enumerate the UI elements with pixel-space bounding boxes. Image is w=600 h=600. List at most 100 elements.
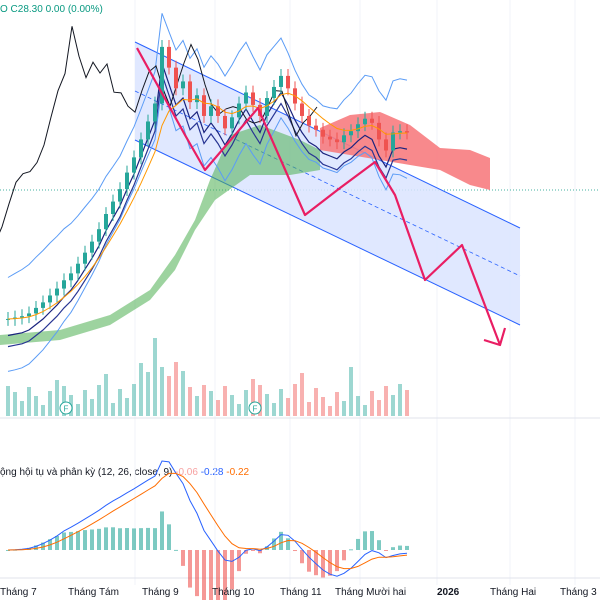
macd-legend[interactable]: ộng hội tụ và phân kỳ (12, 26, close, 9)… — [0, 467, 249, 478]
candle-body — [97, 229, 101, 242]
candle — [286, 69, 290, 96]
moving-averages — [7, 92, 408, 320]
projection-arrowhead — [483, 327, 507, 347]
macd-histogram-bar — [174, 549, 178, 551]
macd-histogram-bar — [307, 550, 311, 572]
macd-histogram-bar — [216, 550, 220, 600]
macd-histogram-bar — [62, 532, 66, 550]
x-axis-label: 2026 — [437, 587, 460, 598]
macd-hist-value: -0.06 — [175, 467, 198, 478]
volume-bar — [27, 387, 31, 416]
volume-bar — [356, 396, 360, 416]
macd-histogram-bar — [279, 531, 283, 550]
earnings-marker-label: F — [64, 405, 69, 414]
macd-histogram-bar — [223, 550, 227, 600]
candle-body — [265, 98, 269, 116]
volume-bar — [34, 396, 38, 416]
candle-body — [377, 122, 381, 140]
volume-bar — [188, 387, 192, 416]
cloud-bearish — [320, 112, 490, 190]
volume-bar — [237, 404, 241, 416]
macd-histogram-bar — [377, 540, 381, 550]
volume-bar — [76, 404, 80, 416]
candle-body — [27, 313, 31, 317]
macd-pane — [6, 460, 409, 600]
candle — [90, 234, 94, 260]
candle — [307, 109, 311, 133]
macd-histogram-bar — [202, 550, 206, 600]
volume-bar — [370, 391, 374, 416]
macd-histogram-bar — [251, 550, 255, 551]
candle-body — [314, 125, 318, 130]
macd-histogram-bar — [237, 550, 241, 572]
candle-body — [160, 46, 164, 104]
macd-histogram-bar — [146, 527, 150, 550]
volume-bar — [321, 397, 325, 416]
macd-histogram-bar — [167, 524, 171, 550]
candle — [314, 118, 318, 137]
earnings-marker-label: F — [253, 405, 258, 414]
x-axis-label: Tháng Hai — [490, 587, 536, 598]
volume-bar — [125, 398, 129, 416]
candle-body — [398, 131, 402, 133]
candle — [153, 96, 157, 129]
candle-body — [83, 252, 87, 264]
candle — [62, 273, 66, 296]
candle — [188, 74, 192, 110]
candle — [76, 256, 80, 281]
candle-body — [188, 81, 192, 103]
candle — [139, 132, 143, 165]
chart-grid — [0, 0, 600, 585]
candle-body — [181, 81, 185, 89]
macd-histogram-bar — [300, 550, 304, 564]
macd-histogram-bar — [97, 528, 101, 550]
volume-bar — [195, 396, 199, 416]
macd-histogram-bar — [384, 550, 388, 551]
volume-bar — [83, 390, 87, 416]
candle — [279, 69, 283, 94]
candle-body — [167, 46, 171, 68]
candle-body — [391, 132, 395, 151]
macd-histogram-bar — [132, 528, 136, 550]
macd-histogram-bar — [230, 550, 234, 590]
volume-bar — [174, 362, 178, 416]
x-axis-label: Tháng Tám — [68, 587, 119, 598]
candle-body — [384, 139, 388, 151]
candle — [160, 40, 164, 111]
macd-title: ộng hội tụ và phân kỳ (12, 26, close, 9) — [0, 467, 173, 478]
candle-body — [216, 106, 220, 116]
volume-bar — [216, 400, 220, 416]
projection-path — [136, 47, 502, 346]
ohlc-readout: O C28.30 0.00 (0.00%) — [0, 4, 103, 15]
candle-body — [90, 241, 94, 253]
x-axis-label: Tháng 7 — [0, 587, 37, 598]
candle-body — [76, 263, 80, 274]
volume-bar — [384, 386, 388, 416]
candle-body — [111, 201, 115, 214]
candle — [104, 207, 108, 237]
x-axis-label: Tháng 9 — [142, 587, 179, 598]
candle — [223, 109, 227, 136]
volume-bar — [342, 401, 346, 416]
candle-body — [321, 129, 325, 137]
volume-bar — [132, 384, 136, 416]
volume-bar — [104, 374, 108, 416]
candle-body — [342, 135, 346, 143]
macd-histogram-bar — [363, 531, 367, 550]
volume-bar — [202, 385, 206, 416]
candle — [265, 91, 269, 123]
channel-lower — [134, 139, 521, 326]
candle-body — [153, 103, 157, 122]
candle — [398, 124, 402, 140]
x-axis-label: Tháng Mười hai — [335, 587, 406, 598]
volume-bar — [90, 399, 94, 416]
volume-bar — [286, 398, 290, 416]
volume-bar — [167, 376, 171, 416]
macd-histogram-bar — [321, 550, 325, 578]
volume-bar — [153, 338, 157, 416]
macd-histogram-bar — [314, 550, 318, 576]
volume-bar — [55, 380, 59, 416]
macd-line — [7, 460, 408, 577]
